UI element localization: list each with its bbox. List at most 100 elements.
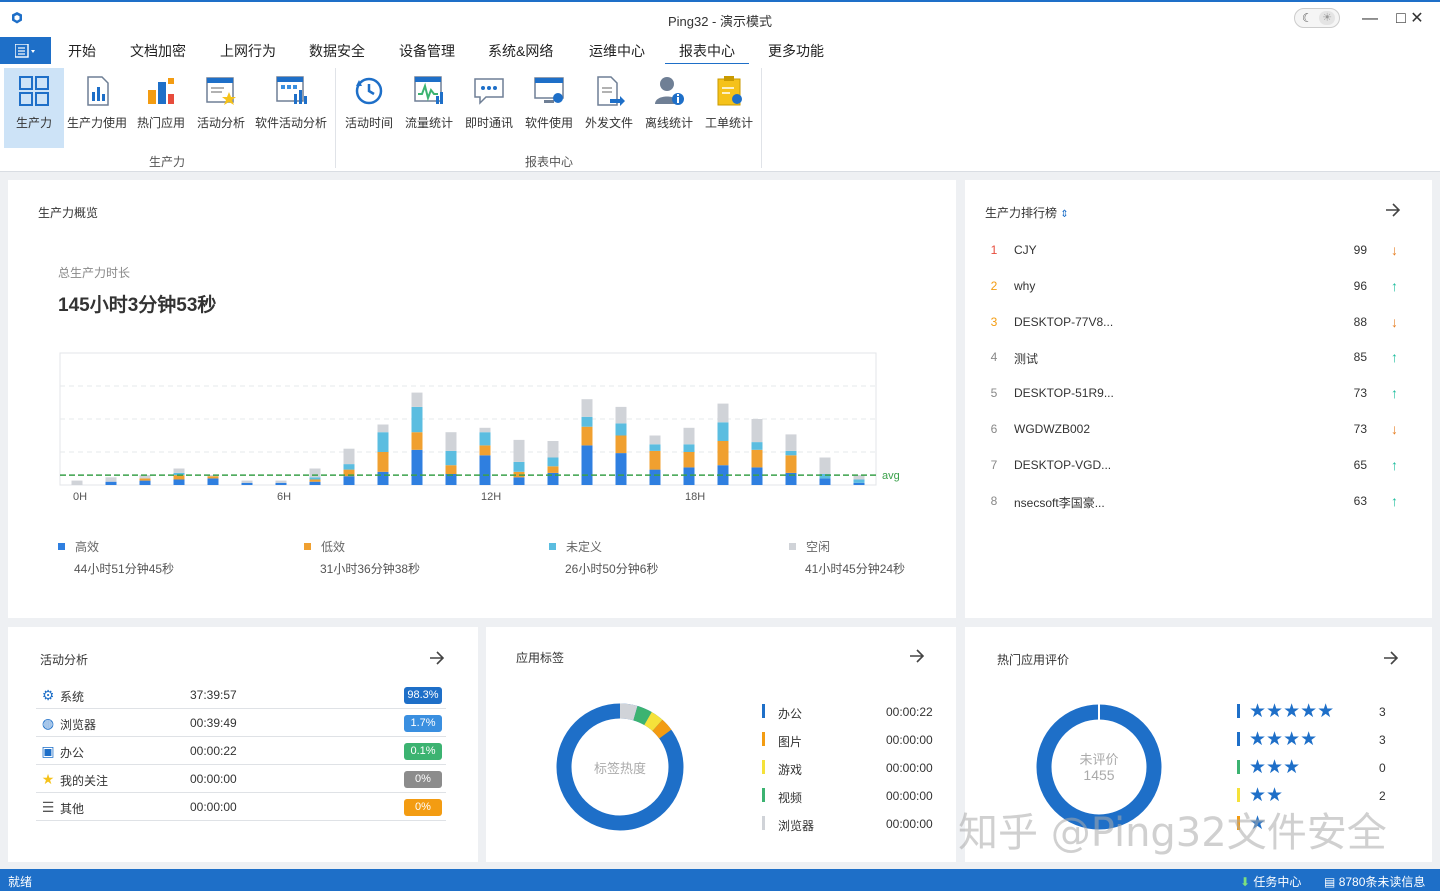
rating-row[interactable]: ★★ 2 bbox=[1237, 785, 1437, 806]
activity-row[interactable]: ⚙ 系统 37:39:57 98.3% bbox=[36, 681, 446, 709]
tab-system-network[interactable]: 系统&网络 bbox=[488, 43, 554, 59]
tab-start[interactable]: 开始 bbox=[68, 43, 96, 59]
arrow-right-icon[interactable] bbox=[1382, 649, 1400, 667]
sort-toggle-icon[interactable]: ⇕ bbox=[1060, 209, 1069, 220]
trend-up-icon: ↑ bbox=[1391, 492, 1398, 509]
rank-number: 4 bbox=[990, 350, 998, 365]
bar-segment bbox=[785, 472, 797, 485]
bar-segment bbox=[105, 481, 117, 485]
ranking-row[interactable]: 6 WGDWZB002 73 ↓ bbox=[987, 419, 1407, 439]
tag-time: 00:00:00 bbox=[886, 733, 933, 747]
close-button[interactable]: ✕ bbox=[1410, 10, 1424, 27]
rank-score: 96 bbox=[1353, 278, 1367, 293]
productivity-overview-card: 生产力概览 总生产力时长 145小时3分钟53秒 avg 0H 6H 12H 18H 高… bbox=[8, 180, 956, 618]
tab-doc-encryption[interactable]: 文档加密 bbox=[130, 43, 186, 59]
list-icon: ☰ bbox=[41, 799, 55, 815]
activity-time: 00:00:00 bbox=[190, 772, 237, 786]
ribbon-ticket-stats-button[interactable]: 工单统计 bbox=[700, 68, 758, 148]
ribbon-instant-messaging-button[interactable]: 即时通讯 bbox=[460, 68, 518, 148]
tab-more-features[interactable]: 更多功能 bbox=[768, 43, 824, 59]
tag-row[interactable]: 浏览器 00:00:00 bbox=[762, 814, 962, 834]
bar-segment bbox=[377, 452, 389, 472]
x-tick-label: 18H bbox=[685, 491, 705, 503]
tag-row[interactable]: 视频 00:00:00 bbox=[762, 786, 962, 806]
tag-name: 办公 bbox=[778, 707, 803, 721]
arrow-right-icon[interactable] bbox=[908, 647, 926, 665]
ranking-row[interactable]: 1 CJY 99 ↓ bbox=[987, 240, 1407, 260]
arrow-right-icon[interactable] bbox=[1384, 201, 1402, 219]
rank-score: 85 bbox=[1353, 350, 1367, 365]
ribbon-button-label: 流量统计 bbox=[404, 116, 453, 130]
bar-segment bbox=[343, 469, 355, 477]
rating-row[interactable]: ★ bbox=[1237, 813, 1437, 834]
legend-efficient: 高效 bbox=[58, 538, 99, 555]
maximize-button[interactable]: □ bbox=[1396, 10, 1406, 27]
app-menu-button[interactable] bbox=[0, 37, 51, 64]
x-tick-label: 0H bbox=[73, 491, 87, 503]
donut-center-label: 未评价 bbox=[1079, 752, 1119, 767]
tab-internet-behavior[interactable]: 上网行为 bbox=[220, 43, 276, 59]
activity-name: 系统 bbox=[60, 690, 85, 704]
theme-toggle[interactable]: ☾ ☀ bbox=[1294, 8, 1340, 28]
ranking-row[interactable]: 4 测试 85 ↑ bbox=[987, 347, 1407, 367]
rank-score: 65 bbox=[1353, 457, 1367, 472]
bar-segment bbox=[683, 444, 695, 452]
ranking-row[interactable]: 8 nsecsoft李国豪... 63 ↑ bbox=[987, 491, 1407, 511]
tag-row[interactable]: 游戏 00:00:00 bbox=[762, 758, 962, 778]
ribbon-productivity-button[interactable]: 生产力 bbox=[4, 68, 64, 148]
ribbon-button-label: 生产力 bbox=[15, 116, 52, 130]
unread-messages-link[interactable]: ▤ 8780条未读信息 bbox=[1324, 873, 1425, 890]
rank-score: 73 bbox=[1353, 386, 1367, 401]
ribbon-productivity-use-button[interactable]: 生产力使用 bbox=[66, 68, 128, 148]
bar-segment bbox=[853, 479, 865, 483]
gears-icon: ⚙ bbox=[41, 687, 55, 703]
bar-segment bbox=[309, 477, 321, 480]
rating-row[interactable]: ★★★ 0 bbox=[1237, 757, 1437, 778]
ribbon-active-time-button[interactable]: 活动时间 bbox=[340, 68, 398, 148]
rating-row[interactable]: ★★★★ 3 bbox=[1237, 729, 1437, 750]
bar-segment bbox=[445, 474, 457, 485]
task-center-link[interactable]: ⬇ 任务中心 bbox=[1240, 873, 1301, 890]
ribbon-software-use-button[interactable]: 软件使用 bbox=[520, 68, 578, 148]
legend-swatch bbox=[58, 543, 65, 550]
tab-ops-center[interactable]: 运维中心 bbox=[589, 43, 645, 59]
ranking-row[interactable]: 2 why 96 ↑ bbox=[987, 276, 1407, 296]
tag-time: 00:00:00 bbox=[886, 817, 933, 831]
stars-icon: ★★★★★ bbox=[1249, 701, 1335, 722]
ribbon-offline-stats-button[interactable]: 离线统计 bbox=[640, 68, 698, 148]
ranking-row[interactable]: 5 DESKTOP-51R9... 73 ↑ bbox=[987, 383, 1407, 403]
unread-messages-label: 8780条未读信息 bbox=[1338, 875, 1426, 889]
ribbon-outgoing-files-button[interactable]: 外发文件 bbox=[580, 68, 638, 148]
ranking-row[interactable]: 3 DESKTOP-77V8... 88 ↓ bbox=[987, 312, 1407, 332]
ribbon-hot-apps-button[interactable]: 热门应用 bbox=[132, 68, 190, 148]
tag-row[interactable]: 图片 00:00:00 bbox=[762, 730, 962, 750]
tab-device-management[interactable]: 设备管理 bbox=[399, 43, 455, 59]
activity-row[interactable]: ▣ 办公 00:00:22 0.1% bbox=[36, 737, 446, 765]
card-title[interactable]: 生产力排行榜 ⇕ bbox=[985, 204, 1069, 221]
activity-row[interactable]: ◍ 浏览器 00:39:49 1.7% bbox=[36, 709, 446, 737]
ribbon: 生产力 生产力使用 热门应用 活动分析 bbox=[0, 64, 1440, 172]
activity-time: 00:00:00 bbox=[190, 800, 237, 814]
ribbon-activity-analysis-button[interactable]: 活动分析 bbox=[192, 68, 250, 148]
activity-row[interactable]: ☰ 其他 00:00:00 0% bbox=[36, 793, 446, 821]
bar-segment bbox=[139, 475, 151, 479]
bar-segment bbox=[275, 480, 287, 483]
bar-segment bbox=[173, 479, 185, 485]
activity-row[interactable]: ★ 我的关注 00:00:00 0% bbox=[36, 765, 446, 793]
x-tick-label: 6H bbox=[277, 491, 291, 503]
tag-row[interactable]: 办公 00:00:22 bbox=[762, 702, 962, 722]
rank-name: DESKTOP-51R9... bbox=[1014, 386, 1114, 401]
tab-data-security[interactable]: 数据安全 bbox=[309, 43, 365, 59]
ribbon-traffic-stats-button[interactable]: 流量统计 bbox=[400, 68, 458, 148]
tab-report-center[interactable]: 报表中心 bbox=[665, 41, 749, 65]
ranking-row[interactable]: 7 DESKTOP-VGD... 65 ↑ bbox=[987, 455, 1407, 475]
offline-user-icon bbox=[655, 77, 684, 105]
minimize-button[interactable]: — bbox=[1362, 10, 1378, 27]
legend-label: 高效 bbox=[75, 540, 100, 554]
bar-segment bbox=[615, 435, 627, 454]
ribbon-software-activity-button[interactable]: 软件活动分析 bbox=[252, 68, 330, 148]
bar-segment bbox=[173, 475, 185, 480]
arrow-right-icon[interactable] bbox=[428, 649, 446, 667]
activity-name: 我的关注 bbox=[60, 774, 109, 788]
rating-row[interactable]: ★★★★★ 3 bbox=[1237, 701, 1437, 722]
